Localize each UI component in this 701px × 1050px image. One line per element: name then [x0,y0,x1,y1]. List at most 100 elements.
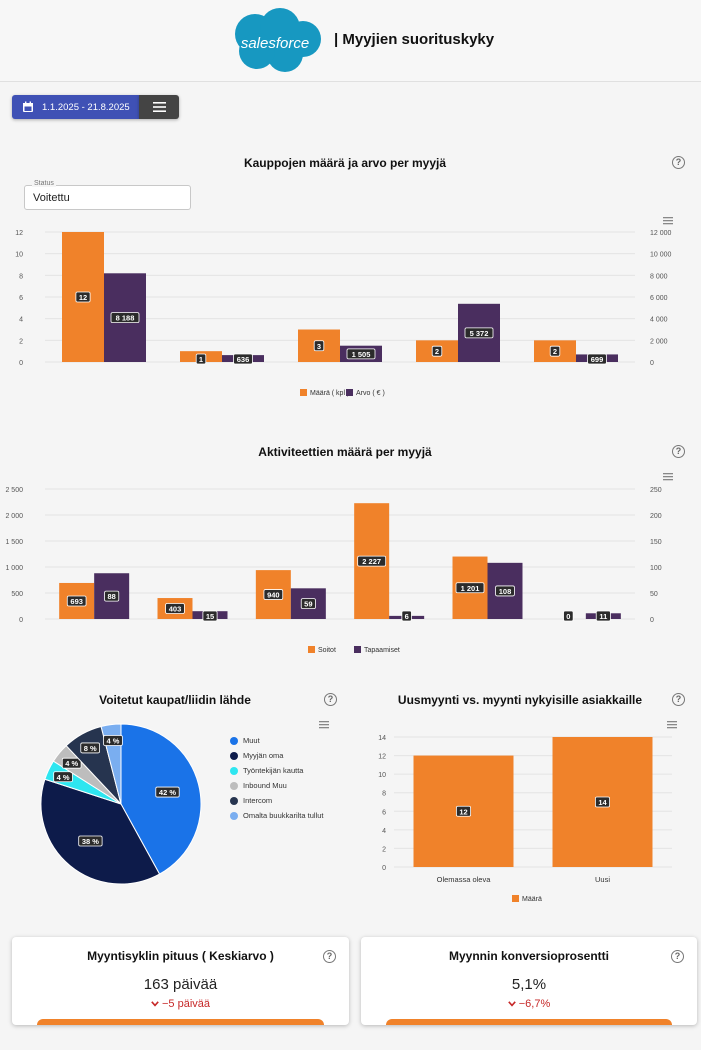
data-label-box [549,345,561,357]
help-icon[interactable]: ? [324,693,337,706]
legend-swatch [230,811,238,820]
y-left-tick: 2 [19,338,23,345]
y-left-tick: 1 000 [5,565,23,572]
y-left-tick: 0 [19,617,23,624]
data-label-box [155,786,180,798]
chart-menu-icon[interactable] [663,217,673,225]
kpi-value: 5,1% [511,976,547,993]
help-icon[interactable]: ? [672,445,685,458]
kpi-delta: −6,7% [361,998,697,1010]
chart-menu-icon[interactable] [319,721,329,729]
data-label-box [104,590,120,602]
help-icon[interactable]: ? [672,156,685,169]
new-vs-existing-chart-title: Uusmyynti vs. myynti nykyisille asiakkai… [397,693,643,707]
pie-legend-item[interactable]: Inbound Muu [230,781,287,790]
legend-swatch [230,736,238,745]
lead-source-chart-title: Voitetut kaupat/liidin lähde [99,693,251,707]
legend-swatch [300,389,307,396]
y-tick: 12 [378,754,386,761]
deals-chart-title: Kauppojen määrä ja arvo per myyjä [243,156,447,170]
kpi-card-sales-cycle: Myyntisyklin pituus ( Keskiarvo ) ? 163 … [12,937,349,1025]
y-left-tick: 1 500 [5,539,23,546]
help-icon[interactable]: ? [672,693,685,706]
legend-swatch [308,646,315,653]
kpi-title: Myyntisyklin pituus ( Keskiarvo ) [87,949,274,963]
data-label: 2 227 [362,557,381,566]
data-label: 940 [267,591,280,600]
chart-menu-icon[interactable] [667,721,677,729]
data-label-box [346,348,376,360]
data-label: 14 [598,798,607,807]
status-filter-value: Voitettu [33,192,70,204]
kpi-card-conversion-rate: Myynnin konversioprosentti ? 5,1% −6,7% [361,937,697,1025]
pie-slice [40,778,161,885]
data-label: 11 [599,612,607,621]
pie-legend-item[interactable]: Intercom [230,796,272,805]
y-tick: 8 [382,791,386,798]
help-icon[interactable]: ? [671,950,684,963]
date-range-label: 1.1.2025 - 21.8.2025 [42,101,130,113]
data-label-box [195,353,207,365]
legend-label: Soitot [318,647,336,654]
data-label: 38 % [82,837,99,846]
legend-swatch [512,895,519,902]
data-label-box [80,742,100,754]
activities-chart-title: Aktiviteettien määrä per myyjä [258,445,432,459]
data-label-box [563,610,574,622]
legend-label: Myyjän oma [243,751,284,760]
data-label-box [495,585,515,597]
y-left-tick: 500 [11,591,23,598]
kpi-delta-value: −5 päivää [161,998,210,1010]
data-label-box [313,340,325,352]
pie-legend-item[interactable]: Työntekijän kautta [230,766,303,775]
help-icon[interactable]: ? [323,950,336,963]
status-filter-select[interactable]: Status Voitettu [24,180,191,210]
data-label-box [78,835,103,847]
data-label: 403 [169,605,182,614]
legend-label: Määrä ( kpl ) [310,390,349,397]
y-right-tick: 10 000 [650,252,672,259]
y-right-tick: 0 [650,617,654,624]
legend-swatch [230,751,238,760]
x-tick: Olemassa oleva [437,875,492,884]
menu-icon [152,102,166,112]
y-right-tick: 150 [650,539,662,546]
legend-swatch [230,796,238,805]
data-label: 59 [304,600,312,609]
data-label: 2 [435,347,439,356]
y-left-tick: 6 [19,295,23,302]
pie-legend-item[interactable]: Muut [230,736,260,745]
data-label: 15 [206,612,214,621]
data-label-box [66,595,87,607]
y-tick: 6 [382,809,386,816]
legend-swatch [346,389,353,396]
legend-swatch [230,781,238,790]
data-label-box [401,610,412,622]
chart-menu-icon[interactable] [663,473,673,481]
y-left-tick: 8 [19,273,23,280]
legend-label: Tapaamiset [364,647,400,654]
y-right-tick: 0 [650,360,654,367]
data-label: 5 372 [470,329,489,338]
pie-slice [120,723,202,875]
data-label-box [53,771,73,783]
menu-button[interactable] [139,95,179,119]
data-label-box [431,345,443,357]
data-label: 108 [499,587,512,596]
data-label: 1 [199,355,203,364]
pie-legend-item[interactable]: Omalta buukkarilta tullut [230,811,323,820]
data-label-box [455,582,485,594]
data-label-box [75,291,91,303]
y-tick: 2 [382,846,386,853]
app-header: salesforce | Myyjien suorituskyky [0,0,701,82]
pie-legend-item[interactable]: Myyjän oma [230,751,283,760]
data-label-box [263,589,284,600]
y-left-tick: 2 000 [5,513,23,520]
data-label-box [456,805,472,817]
y-tick: 0 [382,865,386,872]
data-label: 12 [79,293,87,302]
date-range-button[interactable]: 1.1.2025 - 21.8.2025 [12,95,139,119]
new-vs-existing-bar-chart: 0 2 4 6 8 10 12 14 12 Olemassa oleva 14 Uusi Määrä [378,721,677,903]
